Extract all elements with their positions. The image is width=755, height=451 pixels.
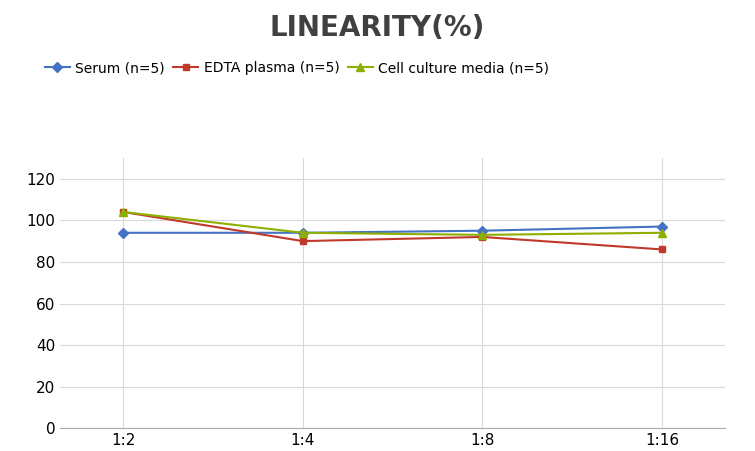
Line: Serum (n=5): Serum (n=5) bbox=[120, 223, 665, 236]
Cell culture media (n=5) bbox=[298, 230, 307, 235]
EDTA plasma (n=5) bbox=[119, 209, 128, 215]
Serum (n=5) bbox=[298, 230, 307, 235]
Cell culture media (n=5) bbox=[119, 209, 128, 215]
EDTA plasma (n=5) bbox=[658, 247, 667, 252]
EDTA plasma (n=5) bbox=[478, 234, 487, 239]
Text: LINEARITY(%): LINEARITY(%) bbox=[270, 14, 485, 41]
Serum (n=5) bbox=[478, 228, 487, 234]
Legend: Serum (n=5), EDTA plasma (n=5), Cell culture media (n=5): Serum (n=5), EDTA plasma (n=5), Cell cul… bbox=[45, 61, 550, 75]
EDTA plasma (n=5) bbox=[298, 239, 307, 244]
Line: EDTA plasma (n=5): EDTA plasma (n=5) bbox=[120, 208, 665, 253]
Serum (n=5) bbox=[658, 224, 667, 229]
Line: Cell culture media (n=5): Cell culture media (n=5) bbox=[119, 208, 666, 239]
Cell culture media (n=5) bbox=[658, 230, 667, 235]
Cell culture media (n=5) bbox=[478, 232, 487, 238]
Serum (n=5) bbox=[119, 230, 128, 235]
